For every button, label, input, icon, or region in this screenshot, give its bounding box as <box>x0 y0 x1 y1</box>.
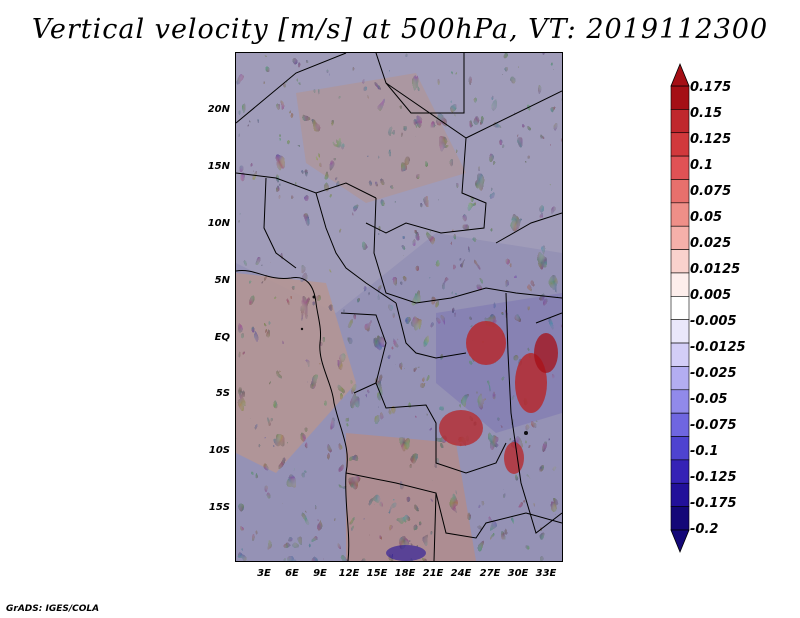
legend-label-1: 0.15 <box>690 106 723 121</box>
lon-label-21e: 21E <box>422 568 444 579</box>
colorbar-block <box>670 249 690 274</box>
lon-label-33e: 33E <box>535 568 557 579</box>
lon-label-30e: 30E <box>507 568 529 579</box>
lat-label-15n: 15N <box>207 161 230 172</box>
vertical-velocity-field <box>235 52 563 562</box>
lat-label-10s: 10S <box>208 445 230 456</box>
legend-label-7: 0.0125 <box>690 262 741 277</box>
colorbar-block <box>670 319 690 344</box>
legend-label-17: -0.2 <box>690 522 719 537</box>
legend-label-15: -0.125 <box>690 470 737 485</box>
lon-label-18e: 18E <box>394 568 416 579</box>
legend-label-6: 0.025 <box>690 236 732 251</box>
lon-label-3e: 3E <box>257 568 271 579</box>
legend-label-4: 0.075 <box>690 184 732 199</box>
colorbar-bottom-arrow <box>670 529 690 554</box>
lat-label-eq: EQ <box>214 332 230 343</box>
lat-label-15s: 15S <box>208 502 230 513</box>
legend-label-9: -0.005 <box>690 314 737 329</box>
colorbar-block <box>670 389 690 414</box>
map-panel <box>235 52 563 562</box>
lon-label-9e: 9E <box>313 568 327 579</box>
legend-label-14: -0.1 <box>690 444 719 459</box>
lon-label-27e: 27E <box>479 568 501 579</box>
lon-label-24e: 24E <box>450 568 472 579</box>
colorbar-block <box>670 482 690 507</box>
colorbar-block <box>670 506 690 531</box>
colorbar <box>670 62 690 554</box>
colorbar-block <box>670 225 690 250</box>
lon-label-6e: 6E <box>285 568 299 579</box>
colorbar-block <box>670 366 690 391</box>
legend-label-3: 0.1 <box>690 158 714 173</box>
colorbar-block <box>670 272 690 297</box>
lat-label-20n: 20N <box>207 104 230 115</box>
legend-label-2: 0.125 <box>690 132 732 147</box>
lon-label-15e: 15E <box>366 568 388 579</box>
colorbar-block <box>670 412 690 437</box>
chart-title: Vertical velocity [m/s] at 500hPa, VT: 2… <box>31 14 769 45</box>
colorbar-block <box>670 132 690 157</box>
grads-credit: GrADS: IGES/COLA <box>6 604 100 614</box>
legend-label-0: 0.175 <box>690 80 732 95</box>
lon-label-12e: 12E <box>338 568 360 579</box>
legend-label-16: -0.175 <box>690 496 737 511</box>
legend-label-13: -0.075 <box>690 418 737 433</box>
colorbar-blocks <box>670 85 690 531</box>
lat-label-10n: 10N <box>207 218 230 229</box>
colorbar-block <box>670 342 690 367</box>
colorbar-block <box>670 109 690 134</box>
colorbar-block <box>670 85 690 110</box>
colorbar-block <box>670 459 690 484</box>
colorbar-block <box>670 155 690 180</box>
lat-label-5s: 5S <box>215 388 230 399</box>
colorbar-block <box>670 202 690 227</box>
colorbar-block <box>670 179 690 204</box>
lat-label-5n: 5N <box>214 275 230 286</box>
colorbar-block <box>670 436 690 461</box>
legend-label-11: -0.025 <box>690 366 737 381</box>
colorbar-top-arrow <box>670 62 690 87</box>
legend-label-10: -0.0125 <box>690 340 746 355</box>
legend-label-12: -0.05 <box>690 392 728 407</box>
legend-label-8: 0.005 <box>690 288 732 303</box>
legend-label-5: 0.05 <box>690 210 723 225</box>
colorbar-block <box>670 296 690 320</box>
